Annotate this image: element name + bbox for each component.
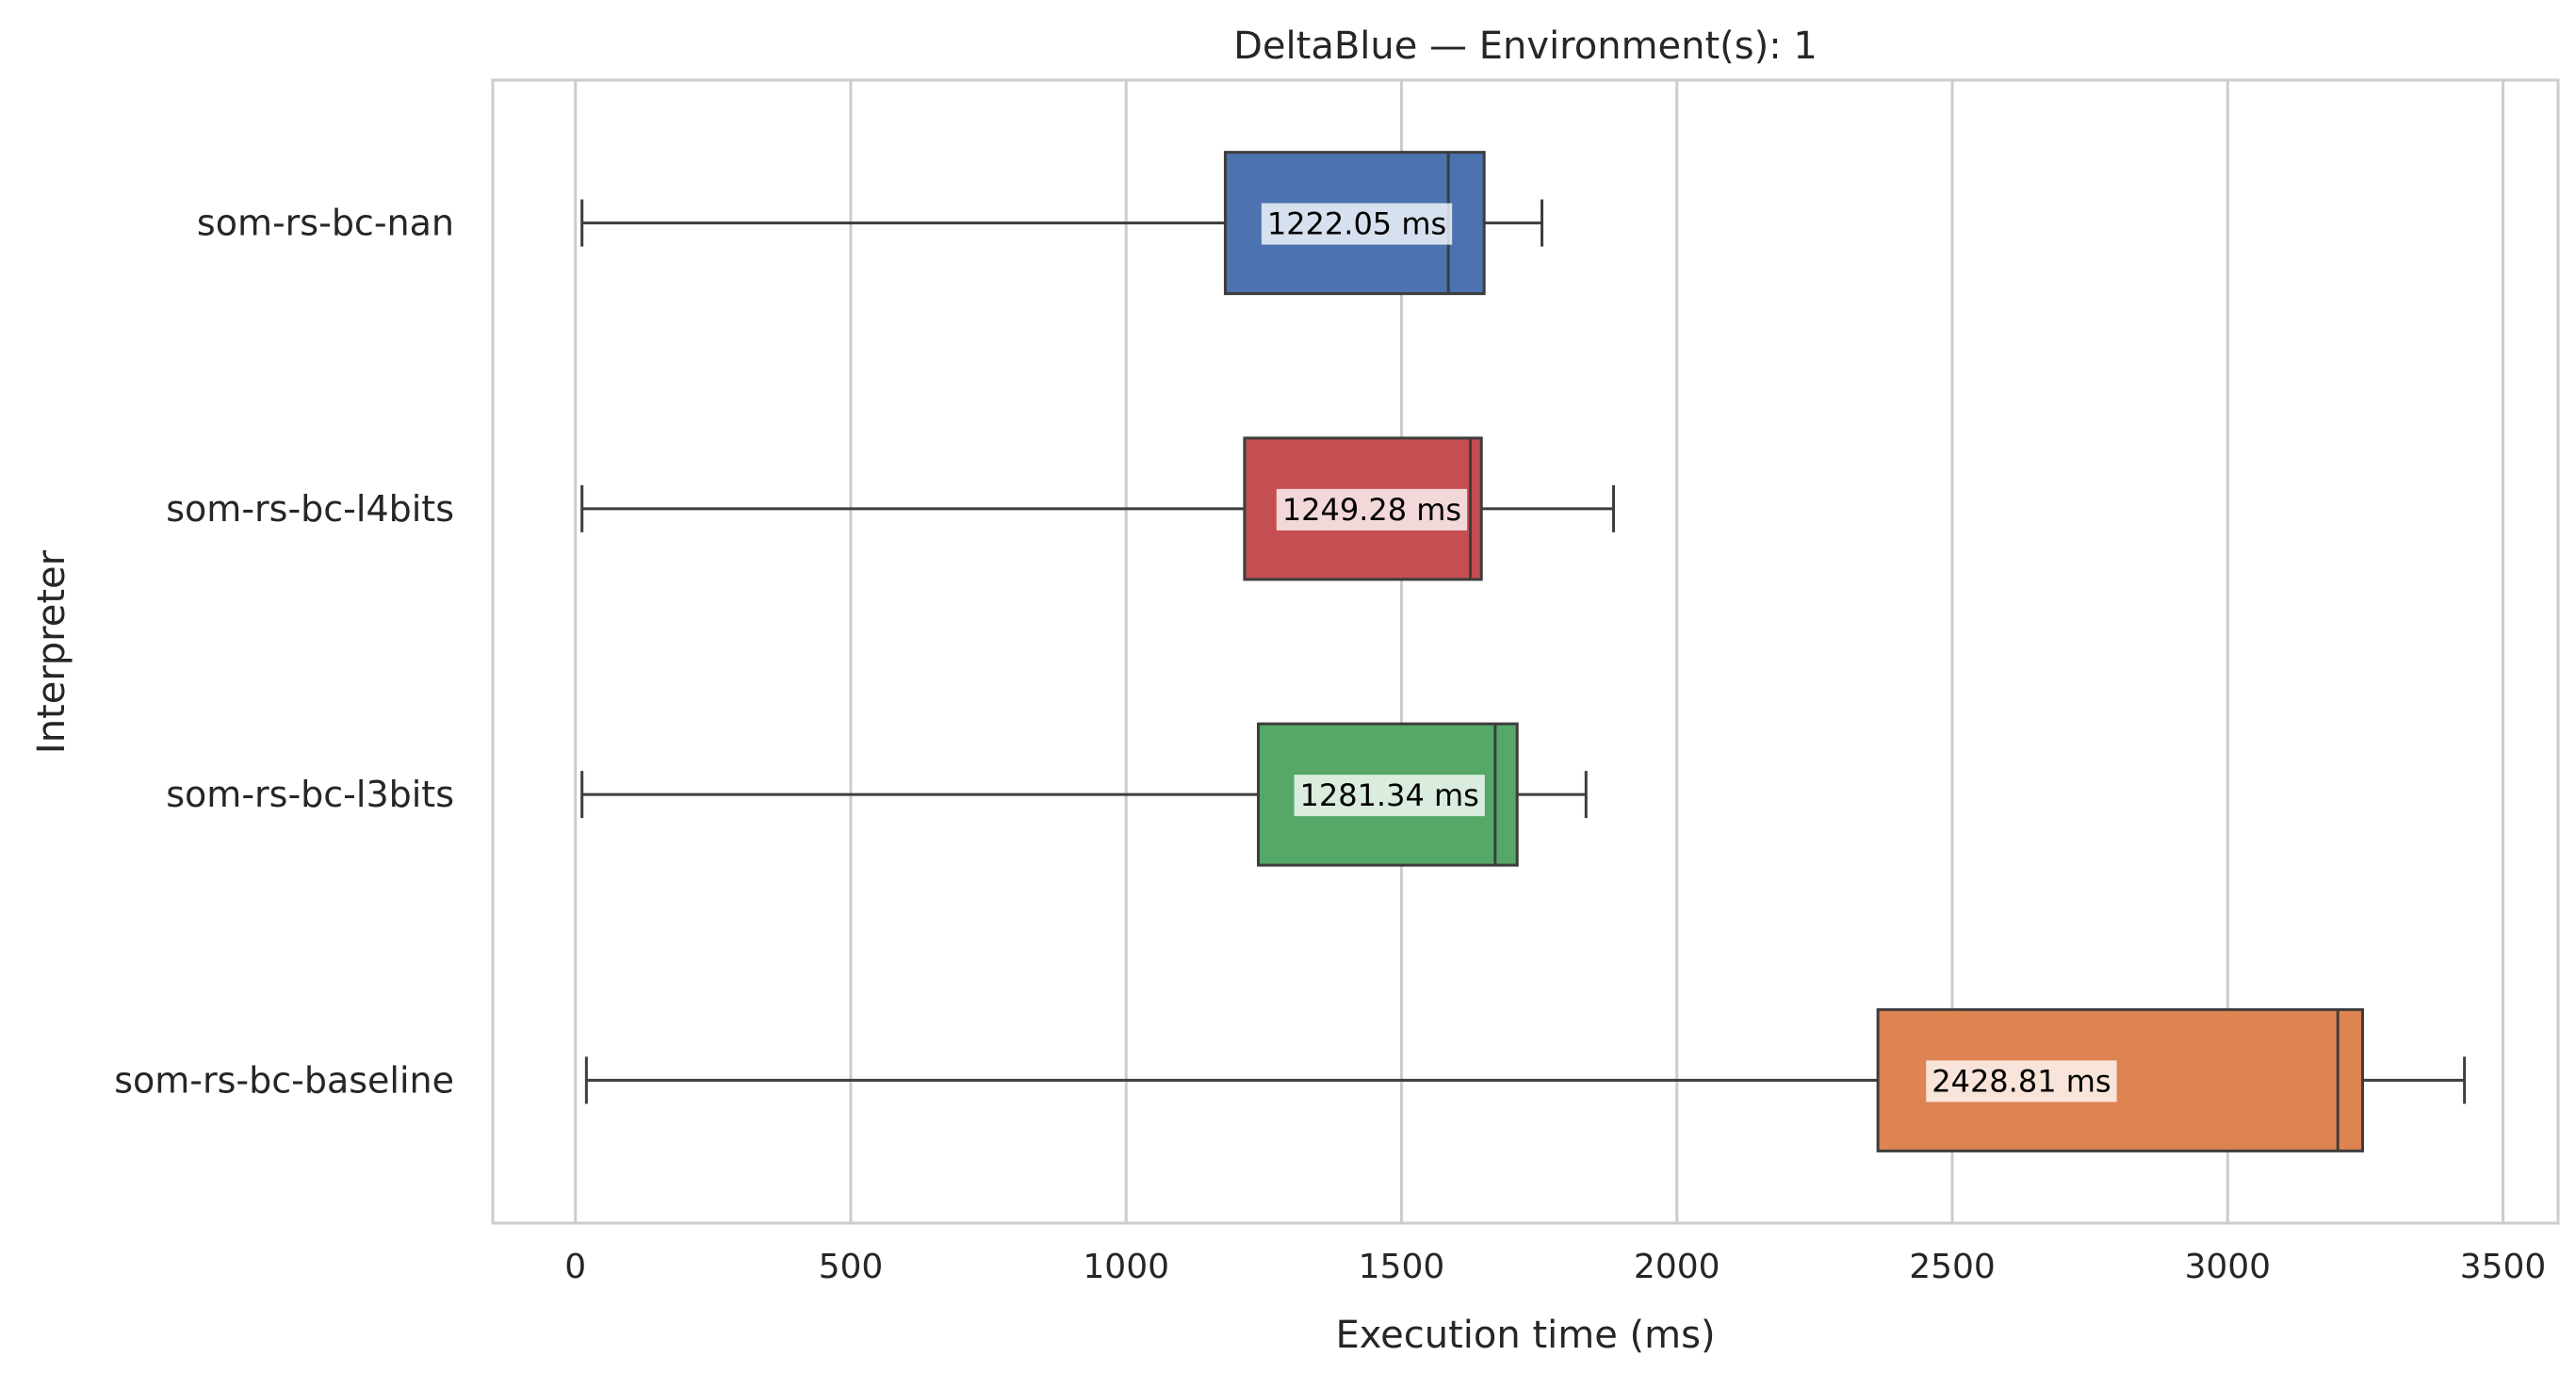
y-tick-label: som-rs-bc-baseline xyxy=(114,1059,454,1101)
box-group: 1249.28 ms xyxy=(580,436,1616,581)
box-series: 1222.05 ms 1249.28 ms 1281.34 ms 2428.81 ms xyxy=(580,151,2467,1152)
x-tick-label: 3000 xyxy=(2184,1248,2271,1286)
x-tick-label: 3500 xyxy=(2460,1248,2547,1286)
box-group: 2428.81 ms xyxy=(584,1007,2467,1152)
box-group: 1222.05 ms xyxy=(580,151,1544,296)
y-tick-labels: som-rs-bc-nan som-rs-bc-l4bits som-rs-bc-l… xyxy=(114,203,454,1102)
x-tick-label: 1500 xyxy=(1359,1248,1445,1286)
y-tick-label: som-rs-bc-l4bits xyxy=(166,488,454,530)
annotation-background xyxy=(1926,1060,2117,1103)
annotation-label: 1249.28 ms xyxy=(1282,492,1461,528)
annotation-label: 1281.34 ms xyxy=(1299,777,1478,813)
y-axis-label: Interpreter xyxy=(30,549,73,754)
annotation-background xyxy=(1261,203,1453,245)
annotation-label: 2428.81 ms xyxy=(1932,1063,2111,1099)
y-tick-label: som-rs-bc-nan xyxy=(197,203,454,244)
box-group: 1281.34 ms xyxy=(580,722,1588,867)
annotation-background xyxy=(1294,775,1485,817)
plot-frame xyxy=(491,78,2560,1225)
x-tick-label: 2500 xyxy=(1909,1248,1996,1286)
x-tick-labels: 0 500 1000 1500 2000 2500 3000 3500 xyxy=(564,1248,2546,1286)
chart-title: DeltaBlue — Environment(s): 1 xyxy=(1233,25,1818,68)
x-tick-label: 1000 xyxy=(1083,1248,1169,1286)
annotation-background xyxy=(1276,488,1468,531)
annotation-label: 1222.05 ms xyxy=(1267,206,1446,242)
y-tick-label: som-rs-bc-l3bits xyxy=(166,774,454,815)
x-tick-label: 500 xyxy=(819,1248,884,1286)
x-tick-label: 0 xyxy=(564,1248,586,1286)
x-tick-label: 2000 xyxy=(1634,1248,1720,1286)
x-axis-label: Execution time (ms) xyxy=(1335,1314,1715,1357)
